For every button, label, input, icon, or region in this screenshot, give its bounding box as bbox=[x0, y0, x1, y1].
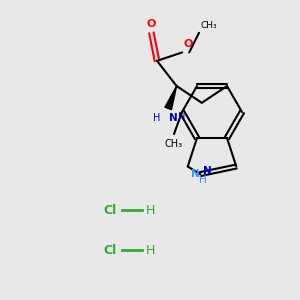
Text: Cl: Cl bbox=[103, 244, 117, 256]
Text: Cl: Cl bbox=[103, 203, 117, 217]
Text: N: N bbox=[203, 166, 212, 176]
Text: H: H bbox=[145, 244, 155, 256]
Text: O: O bbox=[183, 39, 193, 50]
Text: H: H bbox=[145, 203, 155, 217]
Text: N: N bbox=[191, 169, 200, 178]
Text: H: H bbox=[199, 175, 206, 184]
Text: H: H bbox=[153, 113, 160, 123]
Text: CH₃: CH₃ bbox=[165, 139, 183, 149]
Text: N: N bbox=[169, 113, 178, 123]
Text: O: O bbox=[147, 19, 156, 29]
Text: H: H bbox=[178, 113, 186, 123]
Text: CH₃: CH₃ bbox=[200, 21, 217, 30]
Polygon shape bbox=[165, 86, 177, 110]
